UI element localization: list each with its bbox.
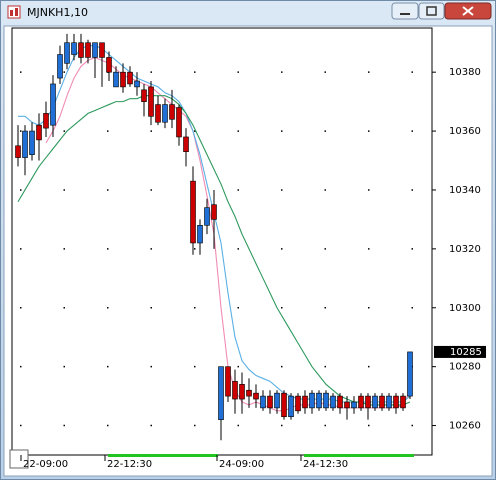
candle-body: [183, 136, 189, 152]
candle-body: [204, 207, 210, 226]
candle-body: [120, 71, 126, 88]
y-tick-label: 10320: [449, 244, 481, 255]
candle-body: [246, 389, 252, 397]
candle-body: [99, 42, 105, 58]
x-tick-label: 24-09:00: [219, 459, 264, 470]
candle-body: [323, 392, 329, 409]
y-tick-label: 10380: [449, 67, 481, 78]
candle-body: [309, 392, 315, 409]
candle-body: [29, 130, 35, 155]
y-tick-label: 10260: [449, 421, 481, 432]
candle-body: [288, 395, 294, 418]
candle-body: [337, 395, 343, 409]
candle-body: [407, 351, 413, 397]
candle-body: [379, 395, 385, 409]
candle-body: [50, 83, 56, 126]
candle-body: [155, 104, 161, 123]
app-icon: [7, 5, 21, 19]
candle-body: [43, 113, 49, 129]
candle-body: [274, 392, 280, 409]
candle-body: [218, 366, 224, 420]
window-title: MJNKH1,10: [27, 6, 88, 19]
app-icon-bar: [15, 8, 18, 16]
app-icon-bar: [10, 10, 13, 16]
candle-body: [344, 401, 350, 409]
candle-body: [267, 395, 273, 409]
candle-body: [225, 366, 231, 397]
corner-icon: [9, 449, 29, 469]
x-tick-label: 24-12:30: [303, 459, 348, 470]
candle-body: [169, 104, 175, 120]
moving-average-line: [17, 95, 411, 406]
candle-body: [253, 392, 259, 400]
candle-body: [85, 42, 91, 58]
candle-body: [127, 71, 133, 85]
candle-body: [330, 395, 336, 409]
candle-body: [351, 401, 357, 409]
candle-body: [106, 57, 112, 73]
candle-body: [386, 395, 392, 409]
candle-body: [141, 89, 147, 102]
candle-body: [281, 392, 287, 418]
y-tick-label: 10300: [449, 303, 481, 314]
last-price-label: 10285: [450, 347, 482, 358]
candle-body: [295, 395, 301, 412]
candle-body: [400, 395, 406, 409]
candle-body: [211, 204, 217, 220]
candle-body: [134, 80, 140, 88]
candle-body: [176, 107, 182, 138]
y-tick-label: 10340: [449, 185, 481, 196]
candle-body: [15, 145, 21, 158]
candle-body: [78, 42, 84, 58]
candle-body: [372, 395, 378, 409]
maximize-glyph: [426, 6, 437, 16]
candle-body: [113, 71, 119, 88]
candle-body: [365, 395, 371, 409]
x-tick-label: 22-12:30: [107, 459, 152, 470]
last-price-tag: [434, 345, 486, 358]
candle-body: [190, 180, 196, 244]
candle-body: [358, 395, 364, 409]
x-tick-label: 22-09:00: [23, 459, 68, 470]
close-glyph: [462, 6, 474, 16]
candle-body: [92, 42, 98, 58]
maximize-button[interactable]: [418, 2, 445, 20]
candle-body: [57, 54, 63, 79]
candle-body: [36, 124, 42, 141]
candle-body: [316, 392, 322, 409]
y-tick-label: 10280: [449, 362, 481, 373]
candle-body: [22, 130, 28, 158]
candle-body: [197, 225, 203, 244]
candle-body: [393, 395, 399, 409]
minimize-button[interactable]: [391, 2, 419, 20]
y-tick-label: 10360: [449, 126, 481, 137]
candle-body: [239, 384, 245, 400]
candle-body: [148, 86, 154, 117]
candle-body: [232, 381, 238, 400]
candle-body: [302, 395, 308, 409]
candle-body: [260, 395, 266, 409]
candle-body: [71, 42, 77, 55]
candle-body: [64, 42, 70, 64]
candle-body: [162, 104, 168, 123]
